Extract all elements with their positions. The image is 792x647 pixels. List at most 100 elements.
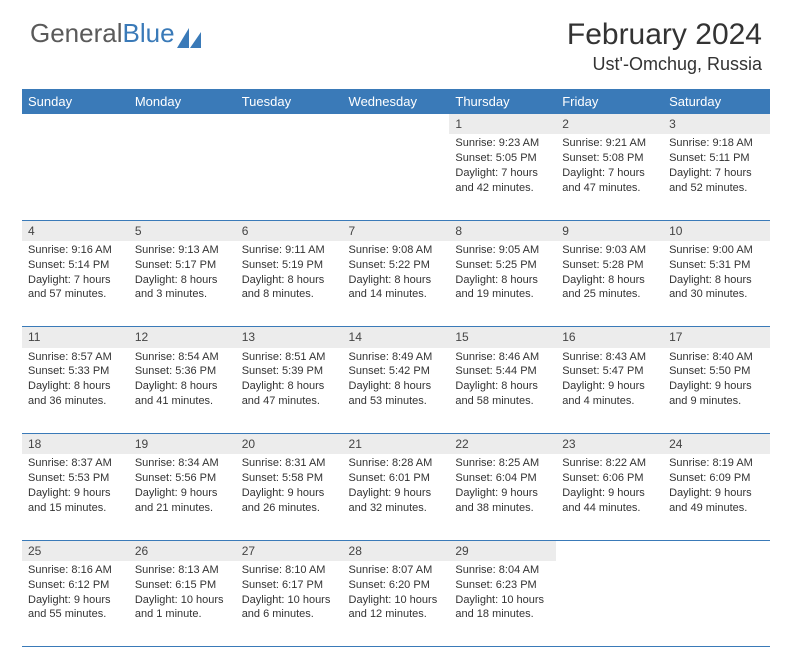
weekday-header-row: SundayMondayTuesdayWednesdayThursdayFrid… (22, 89, 770, 114)
day-number-row: 11121314151617 (22, 327, 770, 348)
sunset-text: Sunset: 5:44 PM (455, 364, 550, 379)
daylight-text-1: Daylight: 9 hours (28, 486, 123, 501)
day-cell: Sunrise: 9:23 AMSunset: 5:05 PMDaylight:… (449, 134, 556, 220)
sunrise-text: Sunrise: 8:16 AM (28, 563, 123, 578)
daylight-text-1: Daylight: 7 hours (669, 166, 764, 181)
day-cell: Sunrise: 8:31 AMSunset: 5:58 PMDaylight:… (236, 454, 343, 540)
sunrise-text: Sunrise: 9:13 AM (135, 243, 230, 258)
sunrise-text: Sunrise: 9:23 AM (455, 136, 550, 151)
title-block: February 2024 Ust'-Omchug, Russia (567, 18, 762, 75)
weekday-header: Tuesday (236, 89, 343, 114)
day-data-row: Sunrise: 9:23 AMSunset: 5:05 PMDaylight:… (22, 134, 770, 220)
daylight-text-1: Daylight: 9 hours (455, 486, 550, 501)
sunrise-text: Sunrise: 8:43 AM (562, 350, 657, 365)
day-number: 24 (663, 434, 770, 455)
sunrise-text: Sunrise: 8:25 AM (455, 456, 550, 471)
day-number (343, 114, 450, 134)
day-cell: Sunrise: 8:28 AMSunset: 6:01 PMDaylight:… (343, 454, 450, 540)
daylight-text-2: and 1 minute. (135, 607, 230, 622)
sunrise-text: Sunrise: 9:03 AM (562, 243, 657, 258)
daylight-text-2: and 55 minutes. (28, 607, 123, 622)
day-cell: Sunrise: 8:07 AMSunset: 6:20 PMDaylight:… (343, 561, 450, 647)
day-number: 3 (663, 114, 770, 134)
daylight-text-1: Daylight: 8 hours (242, 379, 337, 394)
sunset-text: Sunset: 5:08 PM (562, 151, 657, 166)
daylight-text-2: and 18 minutes. (455, 607, 550, 622)
sunset-text: Sunset: 5:53 PM (28, 471, 123, 486)
daylight-text-2: and 30 minutes. (669, 287, 764, 302)
sunrise-text: Sunrise: 8:28 AM (349, 456, 444, 471)
day-number: 27 (236, 540, 343, 561)
day-cell: Sunrise: 9:13 AMSunset: 5:17 PMDaylight:… (129, 241, 236, 327)
daylight-text-2: and 6 minutes. (242, 607, 337, 622)
day-cell (663, 561, 770, 647)
day-number: 18 (22, 434, 129, 455)
sunrise-text: Sunrise: 8:49 AM (349, 350, 444, 365)
sunset-text: Sunset: 6:20 PM (349, 578, 444, 593)
sunset-text: Sunset: 6:06 PM (562, 471, 657, 486)
daylight-text-1: Daylight: 8 hours (28, 379, 123, 394)
sunrise-text: Sunrise: 8:10 AM (242, 563, 337, 578)
daylight-text-2: and 53 minutes. (349, 394, 444, 409)
sunrise-text: Sunrise: 8:07 AM (349, 563, 444, 578)
day-data-row: Sunrise: 8:57 AMSunset: 5:33 PMDaylight:… (22, 348, 770, 434)
day-number: 4 (22, 220, 129, 241)
daylight-text-2: and 9 minutes. (669, 394, 764, 409)
day-number: 25 (22, 540, 129, 561)
day-cell: Sunrise: 9:21 AMSunset: 5:08 PMDaylight:… (556, 134, 663, 220)
daylight-text-2: and 52 minutes. (669, 181, 764, 196)
location: Ust'-Omchug, Russia (567, 54, 762, 75)
daylight-text-2: and 41 minutes. (135, 394, 230, 409)
daylight-text-2: and 42 minutes. (455, 181, 550, 196)
weekday-header: Saturday (663, 89, 770, 114)
daylight-text-1: Daylight: 9 hours (669, 379, 764, 394)
day-number: 7 (343, 220, 450, 241)
daylight-text-2: and 21 minutes. (135, 501, 230, 516)
sunset-text: Sunset: 5:17 PM (135, 258, 230, 273)
day-cell: Sunrise: 8:54 AMSunset: 5:36 PMDaylight:… (129, 348, 236, 434)
sunrise-text: Sunrise: 8:34 AM (135, 456, 230, 471)
daylight-text-2: and 47 minutes. (242, 394, 337, 409)
day-number: 1 (449, 114, 556, 134)
day-cell: Sunrise: 8:43 AMSunset: 5:47 PMDaylight:… (556, 348, 663, 434)
sunset-text: Sunset: 5:50 PM (669, 364, 764, 379)
daylight-text-1: Daylight: 10 hours (455, 593, 550, 608)
weekday-header: Thursday (449, 89, 556, 114)
daylight-text-1: Daylight: 8 hours (669, 273, 764, 288)
day-cell: Sunrise: 9:11 AMSunset: 5:19 PMDaylight:… (236, 241, 343, 327)
daylight-text-1: Daylight: 8 hours (455, 379, 550, 394)
daylight-text-1: Daylight: 8 hours (135, 273, 230, 288)
sunset-text: Sunset: 5:47 PM (562, 364, 657, 379)
day-cell (22, 134, 129, 220)
daylight-text-2: and 15 minutes. (28, 501, 123, 516)
day-cell: Sunrise: 9:03 AMSunset: 5:28 PMDaylight:… (556, 241, 663, 327)
day-number-row: 45678910 (22, 220, 770, 241)
sunrise-text: Sunrise: 8:22 AM (562, 456, 657, 471)
day-cell: Sunrise: 8:19 AMSunset: 6:09 PMDaylight:… (663, 454, 770, 540)
daylight-text-2: and 32 minutes. (349, 501, 444, 516)
day-cell: Sunrise: 8:49 AMSunset: 5:42 PMDaylight:… (343, 348, 450, 434)
daylight-text-2: and 14 minutes. (349, 287, 444, 302)
day-number: 8 (449, 220, 556, 241)
daylight-text-1: Daylight: 9 hours (135, 486, 230, 501)
day-number: 14 (343, 327, 450, 348)
sunset-text: Sunset: 6:01 PM (349, 471, 444, 486)
daylight-text-1: Daylight: 8 hours (349, 273, 444, 288)
daylight-text-1: Daylight: 9 hours (562, 486, 657, 501)
day-number: 9 (556, 220, 663, 241)
daylight-text-1: Daylight: 9 hours (349, 486, 444, 501)
sunrise-text: Sunrise: 9:18 AM (669, 136, 764, 151)
daylight-text-1: Daylight: 7 hours (455, 166, 550, 181)
sunset-text: Sunset: 5:56 PM (135, 471, 230, 486)
daylight-text-2: and 4 minutes. (562, 394, 657, 409)
day-number: 12 (129, 327, 236, 348)
sunrise-text: Sunrise: 8:13 AM (135, 563, 230, 578)
daylight-text-1: Daylight: 8 hours (242, 273, 337, 288)
sunset-text: Sunset: 5:25 PM (455, 258, 550, 273)
day-number (663, 540, 770, 561)
day-number (22, 114, 129, 134)
daylight-text-2: and 3 minutes. (135, 287, 230, 302)
day-cell: Sunrise: 8:16 AMSunset: 6:12 PMDaylight:… (22, 561, 129, 647)
sunset-text: Sunset: 5:36 PM (135, 364, 230, 379)
day-number: 29 (449, 540, 556, 561)
